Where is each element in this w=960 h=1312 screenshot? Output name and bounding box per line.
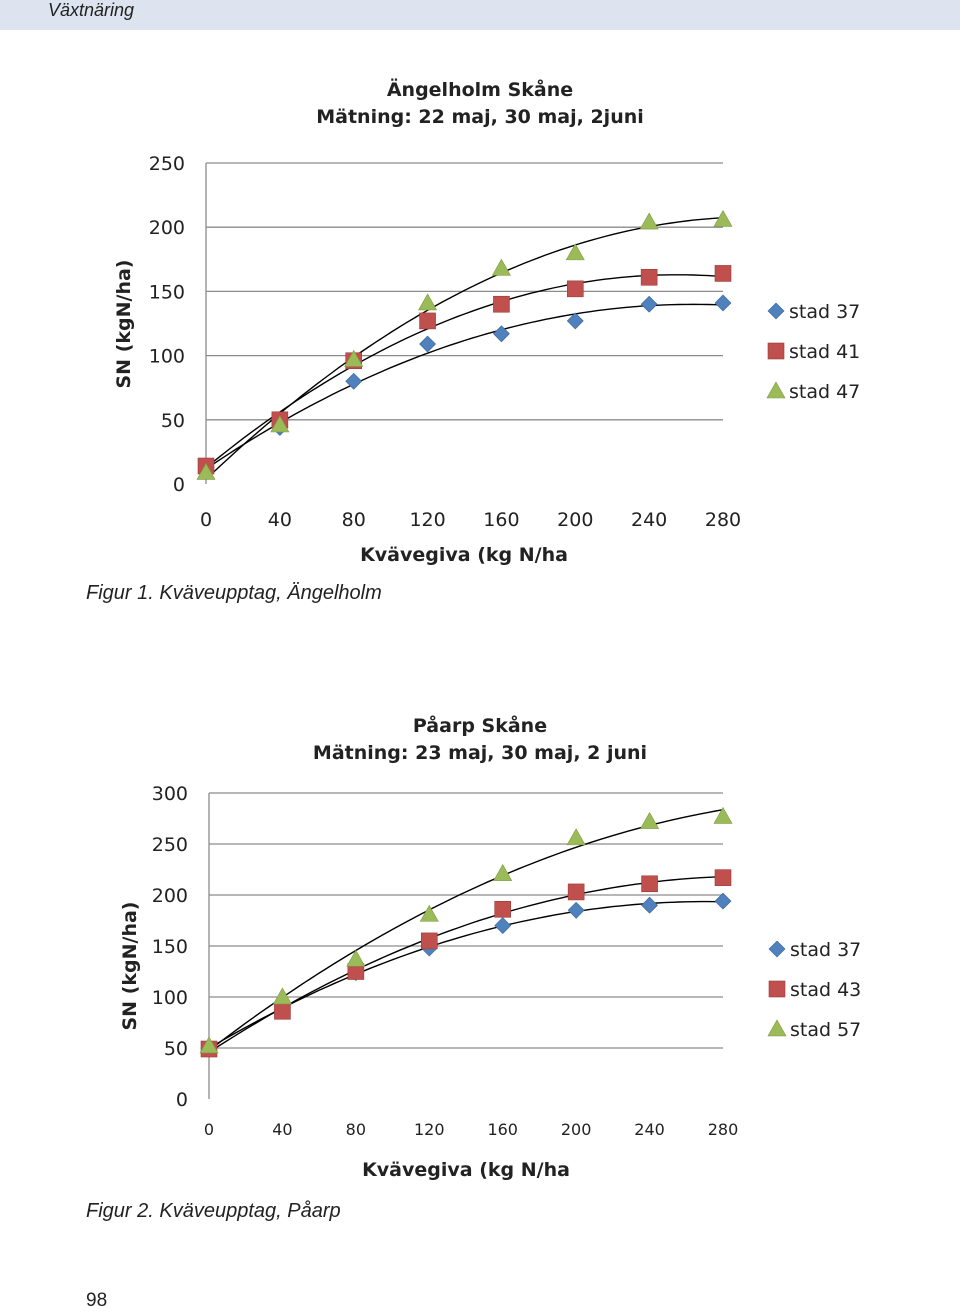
- point-stad-37-x160: [493, 325, 510, 343]
- point-stad-37-x80: [345, 372, 363, 390]
- x-tick-label-280: 280: [705, 509, 741, 531]
- point-stad-57-x80: [346, 949, 366, 967]
- legend-label-stad-43: stad 43: [790, 979, 861, 1001]
- x-axis-label: Kvävegiva (kg N/ha: [362, 1159, 570, 1181]
- legend-label-stad-37: stad 37: [789, 301, 860, 323]
- legend-marker-stad-37: [767, 302, 785, 320]
- point-stad-43-x240: [641, 875, 658, 893]
- legend-label-stad-57: stad 57: [790, 1019, 861, 1041]
- y-tick-label-100: 100: [149, 346, 185, 368]
- point-stad-37-x280: [714, 892, 732, 910]
- legend-marker-stad-47: [766, 381, 786, 399]
- y-axis-label: SN (kgN/ha): [119, 902, 141, 1031]
- point-stad-37-x280: [714, 294, 732, 312]
- trendline-stad-37: [205, 303, 724, 470]
- point-stad-47-x200: [565, 243, 585, 261]
- point-stad-37-x160: [494, 917, 512, 935]
- figure-caption-1: Figur 1. Kväveupptag, Ängelholm: [86, 582, 382, 604]
- y-tick-label-200: 200: [149, 217, 185, 239]
- point-stad-37-x240: [640, 295, 658, 313]
- point-stad-47-x40: [270, 415, 290, 433]
- legend-marker-stad-41: [767, 342, 785, 360]
- y-tick-label-250: 250: [152, 834, 188, 856]
- point-stad-47-x240: [639, 212, 659, 230]
- point-stad-41-x200: [566, 280, 584, 298]
- x-tick-label-160: 160: [483, 509, 519, 531]
- y-tick-label-0: 0: [173, 474, 185, 496]
- x-tick-label-280: 280: [708, 1120, 739, 1139]
- x-tick-label-40: 40: [268, 509, 292, 531]
- x-tick-label-80: 80: [342, 509, 366, 531]
- chart-angelholm: Ängelholm Skåne Mätning: 22 maj, 30 maj, …: [113, 77, 860, 566]
- y-tick-label-200: 200: [152, 885, 188, 907]
- point-stad-57-x0: [199, 1036, 219, 1054]
- x-tick-label-120: 120: [414, 1120, 445, 1139]
- y-tick-label-0: 0: [176, 1089, 188, 1111]
- x-tick-label-80: 80: [346, 1120, 366, 1139]
- y-tick-label-100: 100: [152, 987, 188, 1009]
- point-stad-41-x240: [640, 268, 658, 286]
- x-tick-label-160: 160: [487, 1120, 518, 1139]
- point-stad-37-x200: [567, 901, 585, 919]
- point-stad-43-x200: [567, 883, 585, 901]
- point-stad-43-x40: [274, 1002, 291, 1020]
- point-stad-41-x120: [419, 312, 436, 330]
- point-stad-37-x120: [419, 335, 436, 353]
- chart-title-line-1: Påarp Skåne: [413, 713, 547, 737]
- point-stad-43-x280: [714, 869, 732, 886]
- chart-title-line-2: Mätning: 22 maj, 30 maj, 2juni: [316, 106, 644, 128]
- y-tick-label-250: 250: [149, 153, 185, 175]
- x-tick-label-0: 0: [204, 1120, 214, 1139]
- y-tick-label-50: 50: [164, 1038, 188, 1060]
- point-stad-57-x120: [419, 904, 439, 922]
- trendline-stad-57: [208, 809, 724, 1052]
- trendline-stad-47: [205, 217, 724, 480]
- point-stad-47-x280: [713, 209, 733, 227]
- trendline-stad-43: [208, 875, 724, 1053]
- chart-paarp: Påarp Skåne Mätning: 23 maj, 30 maj, 2 ju…: [119, 713, 861, 1181]
- legend-label-stad-41: stad 41: [789, 341, 860, 363]
- point-stad-57-x240: [640, 811, 660, 829]
- header-title: Växtnäring: [48, 0, 135, 20]
- legend-label-stad-37: stad 37: [790, 939, 861, 961]
- point-stad-57-x280: [713, 806, 733, 824]
- x-tick-label-40: 40: [272, 1120, 292, 1139]
- point-stad-43-x120: [420, 932, 438, 950]
- point-stad-57-x40: [272, 987, 292, 1005]
- point-stad-57-x160: [493, 863, 513, 881]
- page-number: 98: [86, 1290, 108, 1311]
- point-stad-41-x160: [493, 295, 510, 313]
- trendline-stad-37: [208, 900, 724, 1049]
- point-stad-37-x200: [566, 312, 584, 330]
- legend-marker-stad-57: [767, 1019, 787, 1037]
- point-stad-43-x160: [494, 900, 512, 918]
- point-stad-47-x120: [418, 293, 438, 311]
- y-axis-label: SN (kgN/ha): [113, 260, 135, 389]
- x-tick-label-120: 120: [409, 509, 445, 531]
- legend-label-stad-47: stad 47: [789, 381, 860, 403]
- chart-title-line-1: Ängelholm Skåne: [387, 77, 573, 101]
- point-stad-47-x0: [196, 462, 216, 480]
- x-tick-label-240: 240: [631, 509, 667, 531]
- chart-title-line-2: Mätning: 23 maj, 30 maj, 2 juni: [313, 742, 647, 764]
- y-tick-label-150: 150: [152, 936, 188, 958]
- point-stad-41-x280: [714, 265, 732, 282]
- x-tick-label-0: 0: [200, 509, 212, 531]
- point-stad-37-x240: [641, 896, 658, 914]
- x-axis-label: Kvävegiva (kg N/ha: [360, 544, 568, 566]
- legend-marker-stad-43: [768, 980, 786, 998]
- y-tick-label-50: 50: [161, 410, 185, 432]
- point-stad-57-x200: [566, 828, 586, 846]
- x-tick-label-200: 200: [557, 509, 593, 531]
- figure-caption-2: Figur 2. Kväveupptag, Påarp: [86, 1200, 341, 1222]
- point-stad-47-x160: [491, 258, 511, 276]
- legend-marker-stad-37: [768, 940, 786, 958]
- y-tick-label-300: 300: [152, 783, 188, 805]
- x-tick-label-200: 200: [561, 1120, 592, 1139]
- y-tick-label-150: 150: [149, 281, 185, 303]
- header-band: [0, 0, 960, 30]
- x-tick-label-240: 240: [634, 1120, 665, 1139]
- point-stad-47-x80: [344, 349, 364, 367]
